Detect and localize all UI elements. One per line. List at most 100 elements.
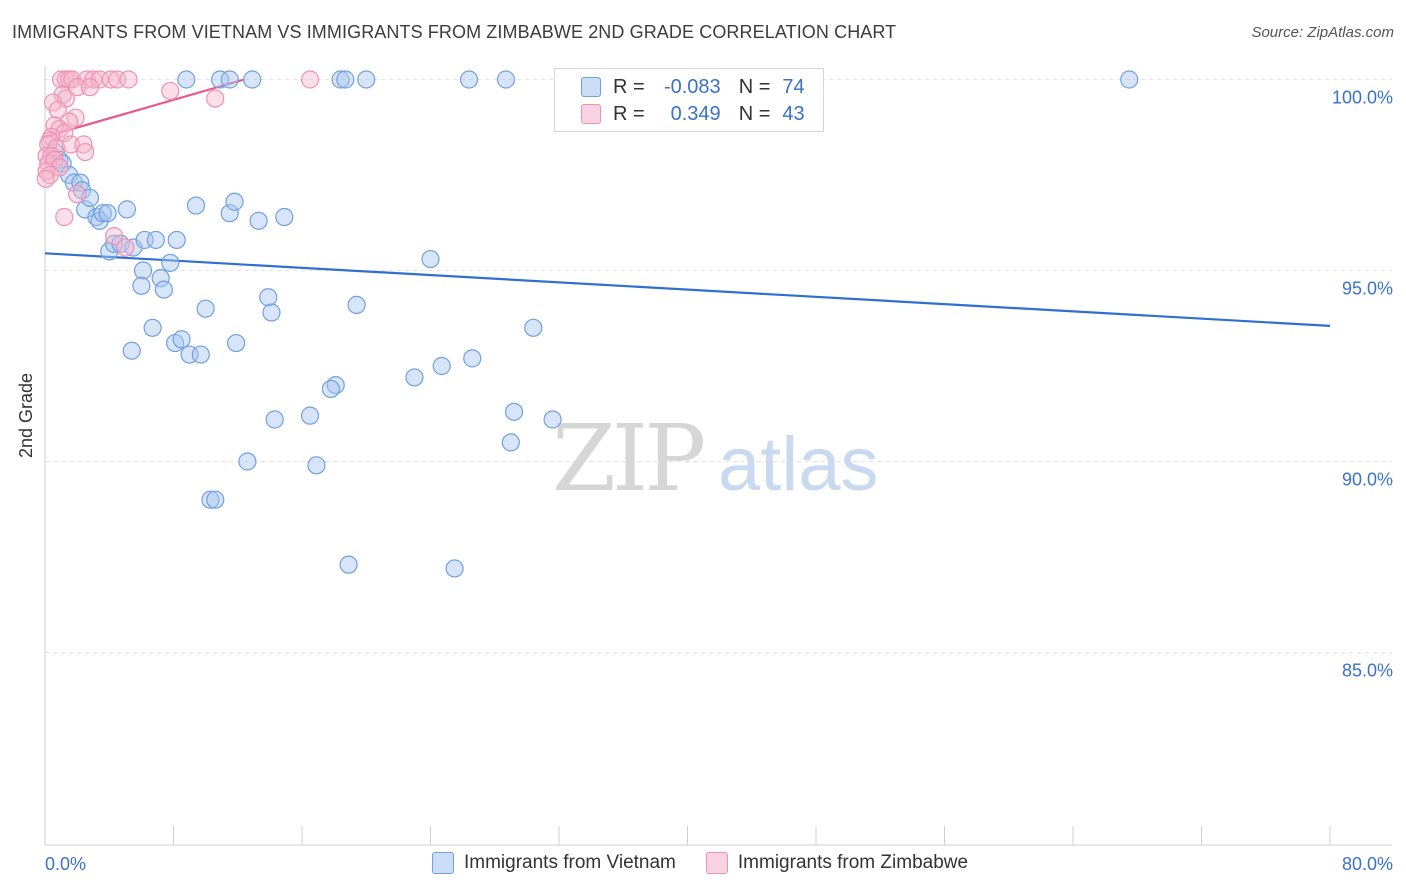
watermark-zip: ZIP bbox=[552, 405, 703, 512]
y-tick-label: 95.0% bbox=[1342, 279, 1393, 299]
point-vietnam bbox=[210, 70, 230, 89]
point-vietnam bbox=[496, 70, 516, 89]
point-vietnam bbox=[227, 333, 246, 353]
data-points bbox=[36, 70, 1139, 578]
point-vietnam bbox=[336, 70, 355, 89]
point-zimbabwe bbox=[59, 112, 79, 131]
trend-line-zimbabwe bbox=[44, 78, 245, 138]
watermark: ZIP atlas bbox=[552, 405, 879, 512]
point-vietnam bbox=[146, 230, 165, 250]
legend-r-label: R = bbox=[613, 102, 645, 125]
x-tick-label: 80.0% bbox=[1342, 854, 1393, 874]
point-vietnam bbox=[220, 70, 239, 89]
point-vietnam bbox=[275, 207, 294, 227]
point-vietnam bbox=[249, 211, 268, 230]
grid-lines bbox=[45, 79, 1392, 653]
point-zimbabwe bbox=[161, 81, 180, 101]
point-vietnam bbox=[225, 192, 244, 211]
y-tick-label: 100.0% bbox=[1332, 88, 1393, 108]
point-vietnam bbox=[459, 70, 479, 89]
point-zimbabwe bbox=[300, 70, 320, 89]
legend-label-zimbabwe: Immigrants from Zimbabwe bbox=[737, 852, 969, 873]
point-vietnam bbox=[331, 70, 350, 89]
point-vietnam bbox=[177, 70, 196, 89]
point-vietnam bbox=[104, 234, 124, 253]
point-vietnam bbox=[191, 345, 210, 364]
point-vietnam bbox=[93, 204, 112, 223]
point-vietnam bbox=[98, 204, 117, 223]
point-vietnam bbox=[357, 70, 376, 89]
point-vietnam bbox=[501, 433, 520, 452]
y-tick-label: 90.0% bbox=[1342, 470, 1393, 490]
point-vietnam bbox=[339, 555, 358, 574]
legend-item-vietnam: Immigrants from Vietnam bbox=[432, 852, 676, 874]
point-zimbabwe bbox=[36, 169, 55, 188]
legend-item-zimbabwe: Immigrants from Zimbabwe bbox=[705, 852, 969, 874]
chart-title: IMMIGRANTS FROM VIETNAM VS IMMIGRANTS FR… bbox=[12, 22, 897, 42]
series-legend: Immigrants from Vietnam Immigrants from … bbox=[432, 852, 998, 874]
point-vietnam bbox=[133, 261, 153, 280]
point-zimbabwe bbox=[55, 207, 74, 227]
point-vietnam bbox=[504, 402, 524, 421]
point-zimbabwe bbox=[74, 135, 93, 154]
point-vietnam bbox=[262, 303, 281, 322]
point-vietnam bbox=[243, 70, 262, 89]
point-zimbabwe bbox=[68, 185, 87, 204]
legend-swatch-zimbabwe bbox=[581, 104, 601, 124]
point-zimbabwe bbox=[76, 142, 95, 162]
legend-n-label: N = bbox=[738, 102, 771, 125]
point-vietnam bbox=[122, 341, 141, 360]
point-vietnam bbox=[321, 379, 341, 399]
point-zimbabwe bbox=[119, 70, 138, 89]
point-vietnam bbox=[132, 276, 151, 295]
point-vietnam bbox=[347, 295, 366, 314]
point-vietnam bbox=[463, 349, 482, 368]
watermark-atlas: atlas bbox=[718, 422, 879, 507]
point-zimbabwe bbox=[48, 100, 67, 120]
point-vietnam bbox=[543, 410, 562, 429]
point-vietnam bbox=[151, 269, 170, 288]
legend-row-zimbabwe: R = 0.349 N = 43 bbox=[581, 102, 805, 126]
source-label: Source: ZipAtlas.com bbox=[1251, 24, 1394, 41]
trend-lines bbox=[44, 78, 1331, 327]
tick-labels: 85.0% 90.0% 95.0% 100.0% 0.0% 80.0% bbox=[45, 88, 1393, 875]
point-zimbabwe bbox=[116, 238, 135, 257]
point-vietnam bbox=[300, 406, 320, 425]
point-vietnam bbox=[167, 230, 186, 250]
trend-line-vietnam bbox=[44, 252, 1331, 327]
point-vietnam bbox=[143, 318, 162, 337]
axes bbox=[44, 66, 1392, 846]
stats-legend: R = -0.083 N = 74 R = 0.349 N = 43 bbox=[554, 68, 824, 132]
point-vietnam bbox=[445, 559, 464, 578]
point-vietnam bbox=[206, 490, 225, 509]
point-vietnam bbox=[1120, 70, 1139, 89]
point-zimbabwe bbox=[101, 70, 120, 89]
point-vietnam bbox=[201, 490, 220, 509]
legend-r-value: 0.349 bbox=[670, 102, 721, 125]
point-vietnam bbox=[307, 456, 326, 475]
x-tick-label: 0.0% bbox=[45, 854, 86, 874]
point-vietnam bbox=[220, 204, 239, 223]
legend-swatch-vietnam bbox=[581, 77, 601, 97]
point-vietnam bbox=[421, 249, 440, 269]
point-vietnam bbox=[238, 452, 257, 471]
legend-swatch-vietnam bbox=[432, 852, 454, 874]
point-vietnam bbox=[71, 173, 90, 192]
point-vietnam bbox=[259, 288, 278, 307]
legend-swatch-zimbabwe bbox=[705, 852, 728, 874]
point-zimbabwe bbox=[206, 89, 225, 108]
legend-n-value: 43 bbox=[782, 102, 805, 125]
point-vietnam bbox=[405, 368, 424, 387]
point-vietnam bbox=[172, 330, 191, 349]
point-vietnam bbox=[117, 200, 137, 219]
point-vietnam bbox=[524, 318, 543, 337]
point-zimbabwe bbox=[68, 78, 87, 97]
legend-r-label: R = bbox=[613, 75, 645, 98]
point-vietnam bbox=[265, 410, 284, 429]
legend-label-vietnam: Immigrants from Vietnam bbox=[464, 852, 676, 873]
point-zimbabwe bbox=[104, 227, 124, 246]
point-vietnam bbox=[154, 280, 173, 299]
point-zimbabwe bbox=[61, 135, 80, 154]
y-axis-title: 2nd Grade bbox=[16, 372, 36, 458]
